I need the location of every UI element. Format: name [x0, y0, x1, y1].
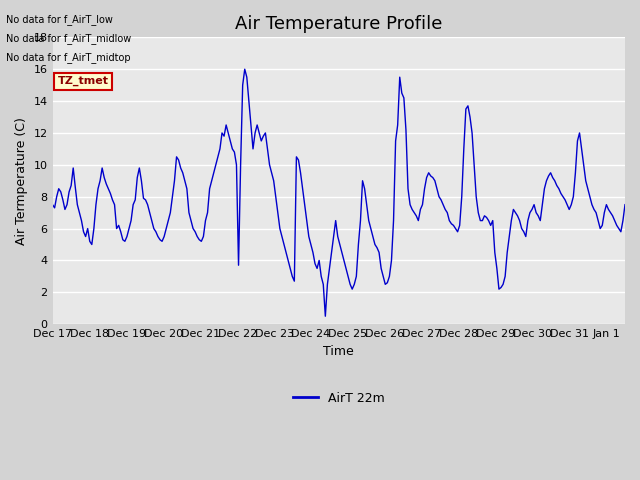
Y-axis label: Air Termperature (C): Air Termperature (C) — [15, 117, 28, 245]
Text: No data for f_AirT_low: No data for f_AirT_low — [6, 13, 113, 24]
Text: No data for f_AirT_midlow: No data for f_AirT_midlow — [6, 33, 132, 44]
Text: No data for f_AirT_midtop: No data for f_AirT_midtop — [6, 52, 131, 63]
Legend: AirT 22m: AirT 22m — [288, 387, 390, 410]
Text: TZ_tmet: TZ_tmet — [58, 76, 109, 86]
X-axis label: Time: Time — [323, 345, 354, 358]
Title: Air Temperature Profile: Air Temperature Profile — [235, 15, 442, 33]
